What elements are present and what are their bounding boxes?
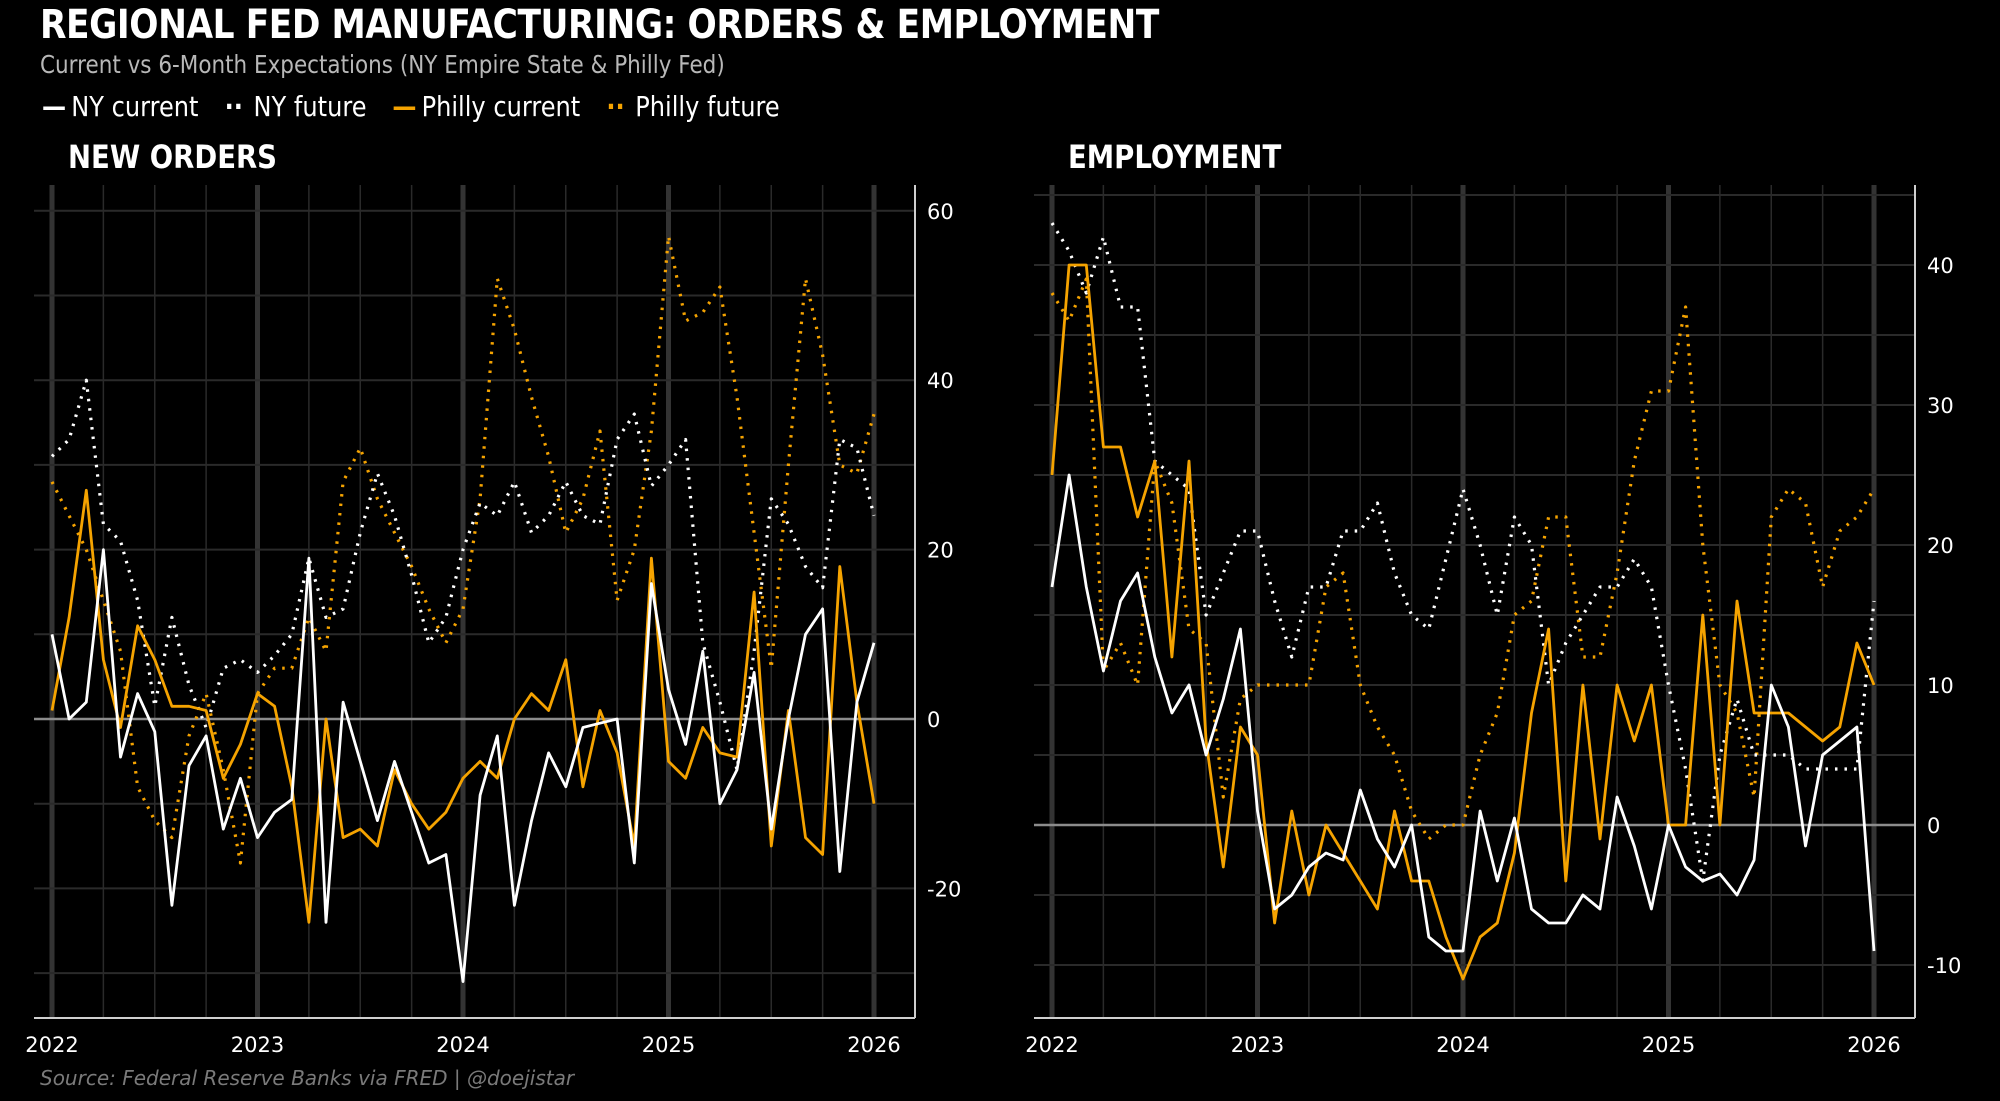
y-tick-label: 0: [927, 708, 940, 732]
x-tick-label: 2024: [436, 1033, 489, 1057]
chart-subtitle: Current vs 6-Month Expectations (NY Empi…: [40, 50, 725, 79]
x-tick-label: 2022: [25, 1033, 78, 1057]
y-tick-label: 60: [927, 200, 954, 224]
y-tick-label: -10: [1927, 954, 1961, 978]
legend-item-ny-future: ·· NY future: [224, 90, 367, 123]
legend-label: Philly future: [635, 90, 780, 123]
x-tick-label: 2024: [1436, 1033, 1489, 1057]
series-line-ny-future: [50, 378, 876, 772]
chart-title: REGIONAL FED MANUFACTURING: ORDERS & EMP…: [40, 2, 1159, 48]
series-line-philly-current: [50, 488, 876, 924]
legend-item-ny-current: — NY current: [42, 90, 198, 123]
x-tick-label: 2026: [1847, 1033, 1900, 1057]
x-tick-label: 2026: [847, 1033, 900, 1057]
source-note: Source: Federal Reserve Banks via FRED |…: [40, 1066, 575, 1090]
y-tick-label: 20: [1927, 534, 1954, 558]
x-tick-label: 2022: [1025, 1033, 1078, 1057]
panel-title-employment: EMPLOYMENT: [1068, 138, 1282, 176]
x-tick-label: 2025: [642, 1033, 695, 1057]
series-line-philly-future: [1050, 277, 1876, 841]
legend-item-philly-future: ·· Philly future: [606, 90, 780, 123]
legend-label: NY current: [71, 90, 199, 123]
series-line-philly-future: [50, 234, 876, 865]
y-tick-label: 40: [927, 369, 954, 393]
series-line-ny-current: [1050, 473, 1876, 953]
legend-label: NY future: [253, 90, 367, 123]
y-tick-label: -20: [927, 877, 961, 901]
series-line-philly-current: [1050, 263, 1876, 981]
x-tick-label: 2025: [1642, 1033, 1695, 1057]
x-tick-label: 2023: [231, 1033, 284, 1057]
legend: — NY current ·· NY future — Philly curre…: [42, 90, 805, 123]
y-tick-label: 20: [927, 539, 954, 563]
legend-label: Philly current: [421, 90, 581, 123]
panel-title-new-orders: NEW ORDERS: [68, 138, 278, 176]
y-tick-label: 10: [1927, 674, 1954, 698]
y-tick-label: 40: [1927, 254, 1954, 278]
legend-item-philly-current: — Philly current: [392, 90, 580, 123]
dotted-line-icon: ··: [224, 90, 243, 123]
y-tick-label: 30: [1927, 394, 1954, 418]
dotted-line-icon: ··: [606, 90, 625, 123]
series-line-ny-current: [50, 548, 876, 983]
y-tick-label: 0: [1927, 814, 1940, 838]
x-tick-label: 2023: [1231, 1033, 1284, 1057]
